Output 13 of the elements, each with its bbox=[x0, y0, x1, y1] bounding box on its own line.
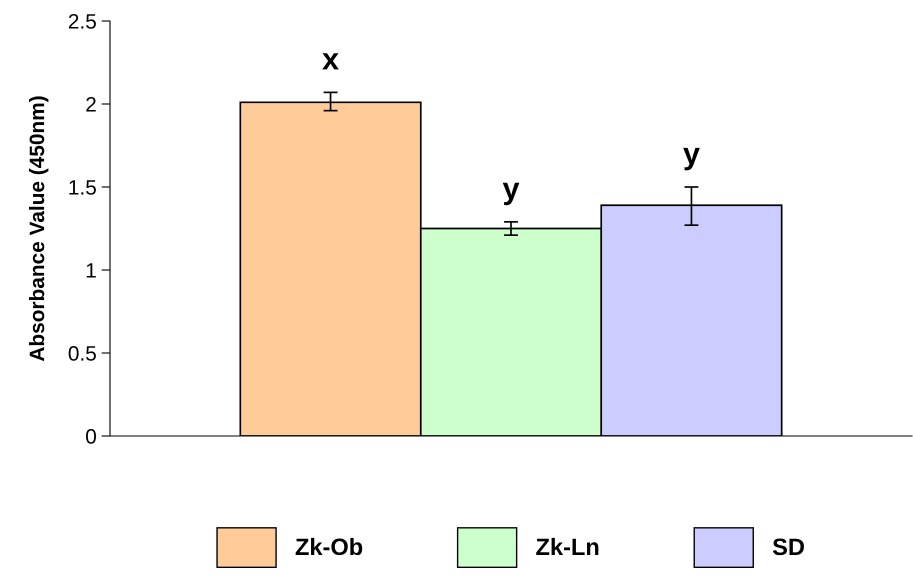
legend-label: SD bbox=[772, 538, 804, 556]
annotation: y bbox=[683, 148, 700, 170]
y-axis-title: Absorbance Value (450nm) bbox=[28, 96, 48, 362]
legend-label: Zk-Ob bbox=[296, 538, 362, 556]
y-tick-label: 0.5 bbox=[68, 346, 96, 361]
y-tick-label: 1.5 bbox=[69, 180, 96, 195]
annotation: y bbox=[502, 182, 520, 206]
annotation: x bbox=[322, 53, 339, 70]
y-tick-label: 0 bbox=[86, 429, 96, 444]
legend-label: Zk-Ln bbox=[536, 538, 598, 555]
y-tick-label: 1 bbox=[86, 263, 96, 278]
y-tick-label: 2.5 bbox=[68, 14, 96, 29]
y-tick-label: 2 bbox=[86, 97, 96, 112]
